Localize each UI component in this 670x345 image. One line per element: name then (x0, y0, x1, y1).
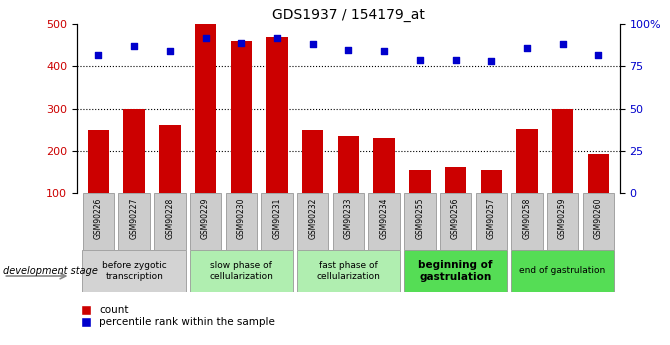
Bar (88, 130, 109, 235)
FancyBboxPatch shape (547, 193, 578, 250)
FancyBboxPatch shape (404, 193, 436, 250)
Bar (123, 109, 145, 235)
Bar (588, 154, 609, 235)
FancyBboxPatch shape (261, 193, 293, 250)
FancyBboxPatch shape (333, 193, 364, 250)
Bar (552, 109, 574, 235)
Text: fast phase of
cellularization: fast phase of cellularization (316, 261, 381, 280)
Text: beginning of
gastrulation: beginning of gastrulation (418, 260, 492, 282)
Point (236, 40, 247, 46)
FancyBboxPatch shape (82, 250, 186, 292)
Title: GDS1937 / 154179_at: GDS1937 / 154179_at (272, 8, 425, 22)
Text: before zygotic
transcription: before zygotic transcription (102, 261, 167, 280)
Bar (516, 129, 537, 235)
FancyBboxPatch shape (226, 193, 257, 250)
Text: GSM90229: GSM90229 (201, 198, 210, 239)
FancyBboxPatch shape (83, 193, 114, 250)
FancyBboxPatch shape (119, 193, 150, 250)
Bar (230, 41, 252, 235)
Text: GSM90259: GSM90259 (558, 198, 567, 239)
Bar (159, 125, 181, 235)
Bar (409, 170, 431, 235)
Point (308, 42, 318, 47)
Text: GSM90227: GSM90227 (130, 198, 139, 239)
Text: GSM90230: GSM90230 (237, 198, 246, 239)
Point (165, 48, 176, 54)
Bar (266, 37, 287, 235)
Point (450, 57, 461, 62)
FancyBboxPatch shape (190, 193, 221, 250)
Point (415, 57, 425, 62)
Text: GSM90234: GSM90234 (380, 198, 389, 239)
Text: GSM90233: GSM90233 (344, 198, 353, 239)
Bar (373, 138, 395, 235)
Point (486, 59, 496, 64)
FancyBboxPatch shape (190, 250, 293, 292)
Text: GSM90228: GSM90228 (165, 198, 174, 239)
Point (379, 48, 389, 54)
Point (271, 35, 282, 40)
Point (593, 52, 604, 57)
FancyBboxPatch shape (440, 193, 471, 250)
Text: GSM90231: GSM90231 (273, 198, 281, 239)
Text: GSM90255: GSM90255 (415, 198, 424, 239)
Text: GSM90257: GSM90257 (486, 198, 496, 239)
Point (557, 42, 568, 47)
Text: development stage: development stage (3, 266, 98, 276)
FancyBboxPatch shape (297, 193, 328, 250)
FancyBboxPatch shape (297, 250, 400, 292)
FancyBboxPatch shape (154, 193, 186, 250)
Text: GSM90232: GSM90232 (308, 198, 317, 239)
FancyBboxPatch shape (511, 193, 543, 250)
Bar (302, 130, 324, 235)
Point (521, 45, 532, 51)
Point (129, 43, 139, 49)
Text: GSM90260: GSM90260 (594, 198, 603, 239)
Point (343, 47, 354, 52)
Text: slow phase of
cellularization: slow phase of cellularization (209, 261, 273, 280)
Point (93, 52, 104, 57)
FancyBboxPatch shape (404, 250, 507, 292)
FancyBboxPatch shape (511, 250, 614, 292)
FancyBboxPatch shape (369, 193, 400, 250)
FancyBboxPatch shape (583, 193, 614, 250)
FancyBboxPatch shape (476, 193, 507, 250)
Text: GSM90258: GSM90258 (523, 198, 531, 239)
Text: GSM90256: GSM90256 (451, 198, 460, 239)
Point (200, 35, 211, 40)
Bar (338, 136, 359, 235)
Text: GSM90226: GSM90226 (94, 198, 103, 239)
Bar (445, 167, 466, 235)
Bar (480, 170, 502, 235)
Legend: count, percentile rank within the sample: count, percentile rank within the sample (82, 305, 275, 327)
Text: end of gastrulation: end of gastrulation (519, 266, 606, 275)
Bar (195, 24, 216, 235)
